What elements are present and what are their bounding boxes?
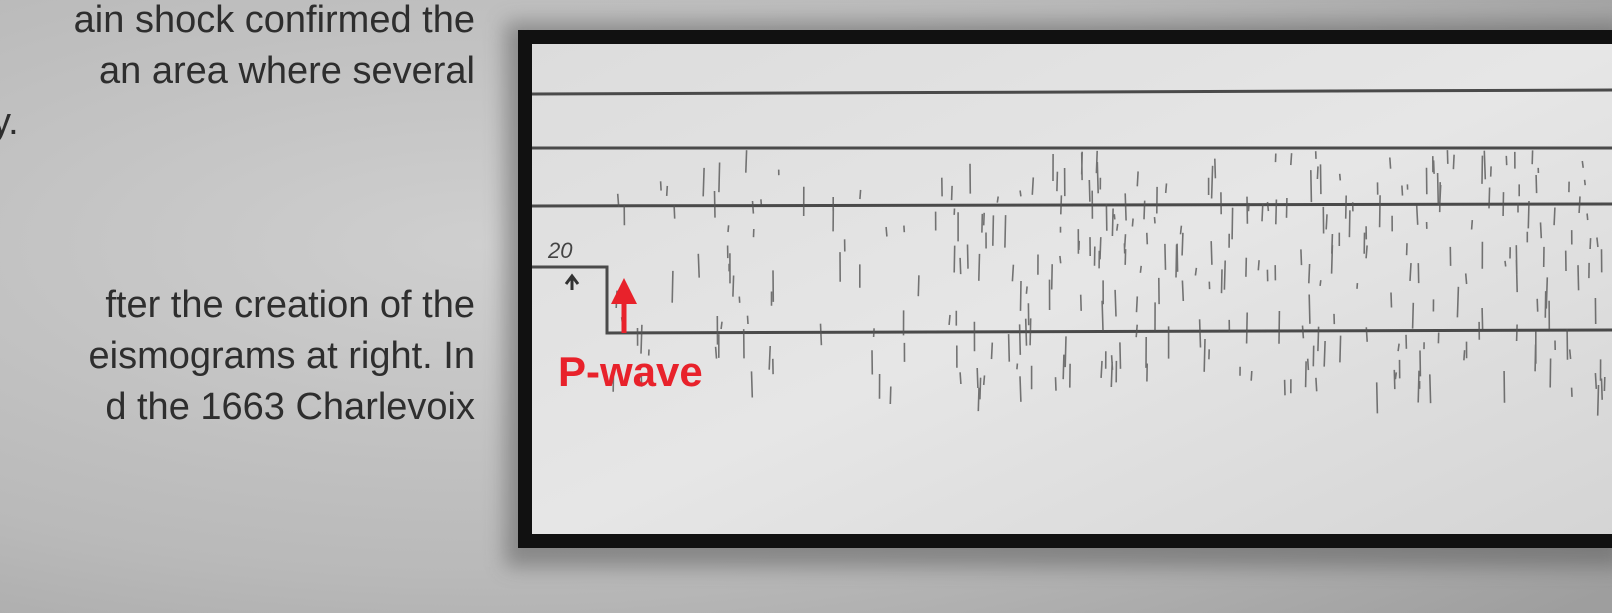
p-wave-label: P-wave <box>558 348 703 395</box>
text-line: eismograms at right. In <box>89 335 475 377</box>
trace <box>532 204 1612 206</box>
text-line: d the 1663 Charlevoix <box>105 386 475 428</box>
text-line: ain shock confirmed the <box>74 0 475 41</box>
seismogram-frame <box>525 37 1612 541</box>
page: {"left_text": {"paragraphs": [ ["ain sho… <box>0 0 1612 613</box>
text-line: an area where several <box>99 50 475 92</box>
text-line: y. <box>0 101 19 143</box>
text-line: fter the creation of the <box>105 284 475 326</box>
scale-label: 20 <box>547 238 573 263</box>
poster: ain shock confirmed the an area where sev… <box>0 0 1612 613</box>
